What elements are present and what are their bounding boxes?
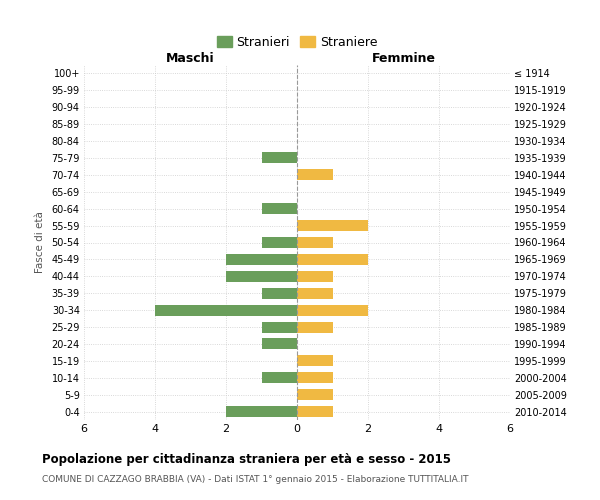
Bar (297, 254, 368, 265)
Bar (262, 203, 297, 214)
Bar (297, 322, 332, 332)
Y-axis label: Fasce di età: Fasce di età (35, 212, 44, 274)
Bar (297, 170, 332, 180)
Bar (297, 356, 332, 366)
Bar (297, 372, 332, 383)
Bar (226, 406, 297, 417)
Text: Femmine: Femmine (371, 52, 436, 65)
Bar (262, 338, 297, 349)
Bar (155, 304, 297, 316)
Bar (226, 254, 297, 265)
Legend: Stranieri, Straniere: Stranieri, Straniere (213, 32, 381, 52)
Bar (297, 304, 368, 316)
Bar (297, 406, 332, 417)
Bar (262, 372, 297, 383)
Text: Popolazione per cittadinanza straniera per età e sesso - 2015: Popolazione per cittadinanza straniera p… (42, 452, 451, 466)
Text: COMUNE DI CAZZAGO BRABBIA (VA) - Dati ISTAT 1° gennaio 2015 - Elaborazione TUTTI: COMUNE DI CAZZAGO BRABBIA (VA) - Dati IS… (42, 475, 469, 484)
Bar (297, 271, 332, 282)
Bar (262, 322, 297, 332)
Text: Maschi: Maschi (166, 52, 215, 65)
Bar (262, 152, 297, 164)
Bar (297, 220, 368, 231)
Bar (262, 288, 297, 298)
Bar (262, 237, 297, 248)
Bar (297, 237, 332, 248)
Bar (226, 271, 297, 282)
Bar (297, 288, 332, 298)
Bar (297, 389, 332, 400)
